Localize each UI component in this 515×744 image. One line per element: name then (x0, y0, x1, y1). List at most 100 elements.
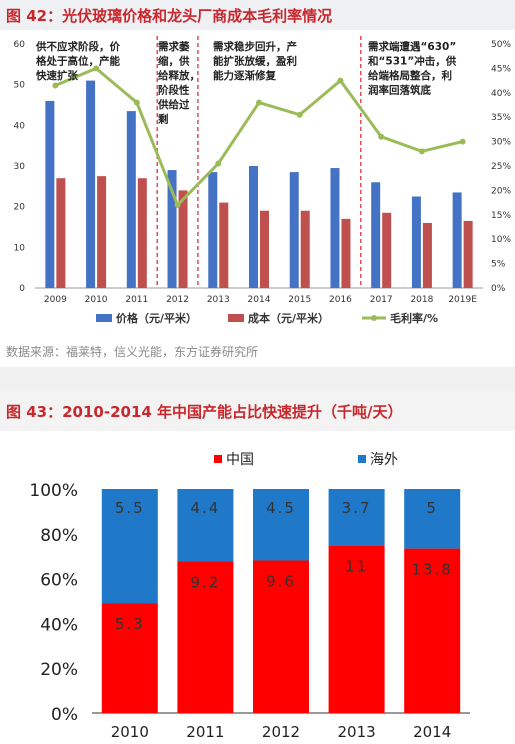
figure42-title: 图 42：光伏玻璃价格和龙头厂商成本毛利率情况 (6, 7, 333, 25)
cost-bar (178, 190, 188, 288)
y-left-tick-label: 60 (14, 40, 26, 50)
price-bar (452, 192, 462, 288)
phase-annotation: 和“531”冲击，供 (367, 55, 457, 68)
margin-point (52, 82, 59, 89)
china-value-label: 9.2 (190, 573, 220, 591)
phase-annotation: 需求稳步回升，产 (213, 40, 297, 53)
price-bar (249, 166, 258, 288)
margin-point (418, 148, 425, 155)
china-bar (328, 545, 385, 713)
legend-margin-marker (371, 315, 377, 321)
x-tick-label: 2017 (370, 295, 393, 305)
legend-margin-label: 毛利率/% (390, 311, 438, 325)
figure42-title-band (0, 0, 515, 30)
cost-bar (219, 202, 229, 288)
y-right-tick-label: 35% (491, 113, 511, 123)
overseas-bar (404, 489, 461, 549)
margin-point (215, 160, 222, 167)
y-right-tick-label: 10% (491, 235, 511, 245)
phase-annotation: 缩，供 (158, 55, 190, 68)
x-tick-label: 2010 (85, 295, 108, 305)
overseas-value-label: 4.4 (190, 499, 220, 517)
phase-annotation: 供给过 (157, 98, 190, 111)
cost-bar (463, 220, 473, 288)
overseas-bar (101, 489, 158, 604)
figure-separator (0, 367, 515, 391)
x-tick-label: 2012 (166, 295, 189, 305)
overseas-bar (328, 489, 385, 546)
phase-annotation: 供不应求阶段，价 (35, 40, 120, 53)
cost-bar (56, 178, 66, 288)
margin-point (296, 111, 303, 118)
y-left-tick-label: 50 (14, 81, 26, 91)
y-left-tick-label: 30 (14, 162, 26, 172)
figure42-chart: 0 10 20 30 40 50 60 0% 5% 10% 15% 20% 25% 30% 35% 40% 45… (14, 36, 511, 325)
y-right-tick-label: 15% (491, 211, 511, 221)
y-right-tick-label: 30% (491, 138, 511, 148)
legend-cost-swatch (228, 314, 244, 322)
margin-point (174, 202, 181, 209)
price-bar (371, 182, 381, 288)
y-tick-label: 20% (40, 660, 78, 680)
china-value-label: 9.6 (266, 572, 296, 590)
overseas-value-label: 3.7 (342, 499, 372, 517)
legend-price-swatch (96, 314, 112, 322)
china-bar (253, 560, 309, 713)
phase-annotation: 需求端遭遇“630” (368, 40, 456, 53)
y-tick-label: 60% (40, 571, 78, 591)
x-tick-label: 2016 (329, 295, 352, 305)
source-note: 数据来源：福莱特，信义光能，东方证券研究所 (6, 345, 259, 359)
cost-bar (341, 218, 351, 288)
figure43-title: 图 43：2010-2014 年中国产能占比快速提升（千吨/天） (6, 403, 403, 421)
margin-point (378, 133, 385, 140)
x-tick-label: 2018 (410, 295, 433, 305)
x-tick-label: 2011 (186, 723, 224, 741)
price-bar (126, 111, 136, 288)
price-bar (167, 170, 177, 288)
phase-annotation: 格处于高位，产能 (36, 55, 120, 68)
overseas-value-label: 5 (426, 499, 438, 517)
china-value-label: 11 (345, 557, 368, 575)
phase-annotation: 给端格局整合，利 (368, 69, 452, 82)
price-bar (411, 196, 421, 288)
overseas-value-label: 5.5 (115, 499, 145, 517)
margin-point (337, 77, 344, 84)
legend-china-label: 中国 (226, 452, 254, 468)
x-tick-label: 2012 (262, 723, 300, 741)
y-right-tick-label: 40% (491, 89, 511, 99)
x-tick-label: 2011 (125, 295, 148, 305)
x-tick-label: 2015 (288, 295, 311, 305)
china-bar (177, 561, 234, 713)
phase-annotation: 能力逐渐修复 (213, 69, 276, 82)
y-tick-label: 0% (51, 705, 78, 725)
y-left-tick-label: 20 (14, 203, 26, 213)
phase-annotation: 润率回落筑底 (368, 84, 431, 97)
legend-china-swatch (214, 455, 222, 463)
margin-point (459, 138, 466, 145)
x-tick-label: 2009 (44, 295, 67, 305)
y-right-tick-label: 5% (491, 260, 506, 270)
china-bar (404, 548, 461, 713)
y-left-tick-label: 40 (14, 121, 26, 131)
cost-bar (97, 176, 107, 288)
margin-point (93, 65, 100, 72)
overseas-bar (253, 489, 309, 561)
price-bar (45, 100, 55, 288)
margin-point (133, 99, 140, 106)
figure43-title-band (0, 391, 515, 431)
cost-bar (137, 178, 147, 288)
y-left-tick-label: 0 (19, 284, 25, 294)
cost-bar (260, 210, 269, 288)
margin-point (256, 99, 262, 106)
y-right-tick-label: 0% (491, 284, 506, 294)
price-bar (208, 172, 218, 288)
legend-cost-label: 成本（元/平米） (248, 311, 329, 325)
phase-annotation: 需求萎 (158, 40, 190, 53)
price-bar (86, 80, 96, 288)
phase-annotation: 阶段性 (158, 84, 190, 97)
y-left-tick-label: 10 (14, 243, 26, 253)
china-bar (101, 603, 158, 713)
price-bar (330, 168, 340, 288)
legend-overseas-label: 海外 (370, 452, 398, 468)
